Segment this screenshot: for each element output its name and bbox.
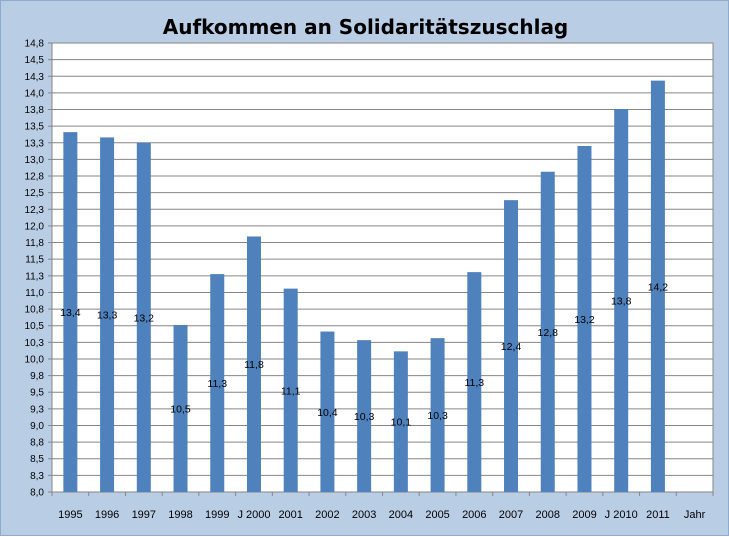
y-tick-label: 8,0 <box>30 488 44 499</box>
bar <box>430 338 445 492</box>
x-tick-label: 2011 <box>646 509 670 521</box>
data-label: 10,1 <box>391 417 412 429</box>
bar <box>504 200 519 492</box>
x-tick-label: 1995 <box>58 509 82 521</box>
x-axis-label: Jahr <box>684 509 706 521</box>
bar <box>393 351 408 492</box>
data-label: 13,3 <box>97 310 118 322</box>
y-tick-label: 10,0 <box>25 354 45 365</box>
x-tick-label: 2001 <box>278 509 302 521</box>
data-label: 14,2 <box>648 281 669 293</box>
y-tick-label: 12,3 <box>25 205 45 216</box>
bar <box>577 146 592 492</box>
bar <box>320 331 335 492</box>
y-tick-label: 9,8 <box>30 371 44 382</box>
data-label: 13,2 <box>574 314 595 326</box>
y-tick-label: 9,5 <box>30 388 44 399</box>
bar <box>210 274 225 492</box>
x-tick-label: 2002 <box>315 509 339 521</box>
bar <box>246 236 261 492</box>
y-tick-label: 13,3 <box>25 138 45 149</box>
x-tick-label: 2006 <box>462 509 486 521</box>
y-tick-label: 14,5 <box>25 55 45 66</box>
x-tick-label: 2005 <box>425 509 449 521</box>
x-tick-labels: 1995 1996 1997 1998 1999 J 2000 2001 2002 2003 20… <box>58 509 670 521</box>
data-label: 11,3 <box>464 377 484 389</box>
y-tick-label: 12,8 <box>25 172 45 183</box>
y-tick-label: 14,0 <box>25 88 45 99</box>
y-tick-label: 10,8 <box>25 305 45 316</box>
y-tick-label: 10,5 <box>25 321 45 332</box>
x-tick-label: J 2000 <box>237 509 270 521</box>
x-tick-label: 1996 <box>95 509 119 521</box>
bar <box>467 272 482 492</box>
y-tick-label: 8,8 <box>30 438 44 449</box>
data-label: 12,4 <box>501 341 522 353</box>
bar <box>173 324 188 492</box>
y-tick-label: 10,3 <box>25 338 45 349</box>
x-tick-label: 2009 <box>572 509 596 521</box>
data-label: 12,8 <box>538 327 559 339</box>
x-tick-label: J 2010 <box>605 509 638 521</box>
plot-area <box>51 42 714 493</box>
y-tick-label: 11,8 <box>25 238 44 249</box>
y-tick-label: 12,5 <box>25 188 45 199</box>
y-tick-label: 14,3 <box>25 72 45 83</box>
y-tick-label: 12,0 <box>25 221 45 232</box>
x-tick-label: 2008 <box>536 509 560 521</box>
bar <box>63 132 78 492</box>
y-tick-label: 13,0 <box>25 155 45 166</box>
data-label: 10,4 <box>317 407 338 419</box>
bar <box>283 288 298 492</box>
y-tick-label: 8,3 <box>30 471 44 482</box>
x-tick-label: 1999 <box>205 509 229 521</box>
data-labels: 13,4 13,3 13,2 10,5 11,3 11,8 11,1 10,4 10,3 10,1… <box>60 281 668 428</box>
bar <box>540 171 555 492</box>
bars <box>63 80 665 492</box>
x-tick-label: 2004 <box>389 509 413 521</box>
grid-lines <box>48 42 714 496</box>
bar <box>650 80 665 492</box>
y-tick-label: 14,8 <box>25 39 45 50</box>
bar <box>357 340 372 492</box>
x-tick-label: 2003 <box>352 509 376 521</box>
data-label: 13,4 <box>60 307 81 319</box>
y-tick-label: 13,8 <box>25 105 45 116</box>
chart-title: Aufkommen an Solidaritätszuschlag <box>162 15 569 39</box>
y-tick-label: 8,5 <box>30 454 44 465</box>
data-label: 10,3 <box>354 411 375 423</box>
y-tick-label: 11,0 <box>25 288 44 299</box>
bar <box>614 109 629 492</box>
data-label: 11,3 <box>207 378 227 390</box>
data-label: 13,8 <box>611 296 632 308</box>
y-tick-label: 13,5 <box>25 122 45 133</box>
data-label: 10,3 <box>427 410 448 422</box>
bar <box>100 137 115 492</box>
x-tick-label: 1997 <box>132 509 156 521</box>
data-label: 11,1 <box>281 385 301 397</box>
data-label: 10,5 <box>170 403 191 415</box>
x-tick-label: 1998 <box>168 509 192 521</box>
y-tick-labels: 8,0 8,3 8,5 8,8 9,0 9,3 9,5 9,8 10,0 10,3 10,5 10,8… <box>25 39 45 499</box>
y-tick-label: 11,5 <box>25 255 44 266</box>
y-tick-label: 9,0 <box>30 421 44 432</box>
data-label: 13,2 <box>134 312 155 324</box>
y-tick-label: 11,3 <box>25 271 44 282</box>
x-tick-label: 2007 <box>499 509 523 521</box>
y-tick-label: 9,3 <box>30 404 44 415</box>
bar <box>136 142 151 492</box>
data-label: 11,8 <box>244 359 264 371</box>
